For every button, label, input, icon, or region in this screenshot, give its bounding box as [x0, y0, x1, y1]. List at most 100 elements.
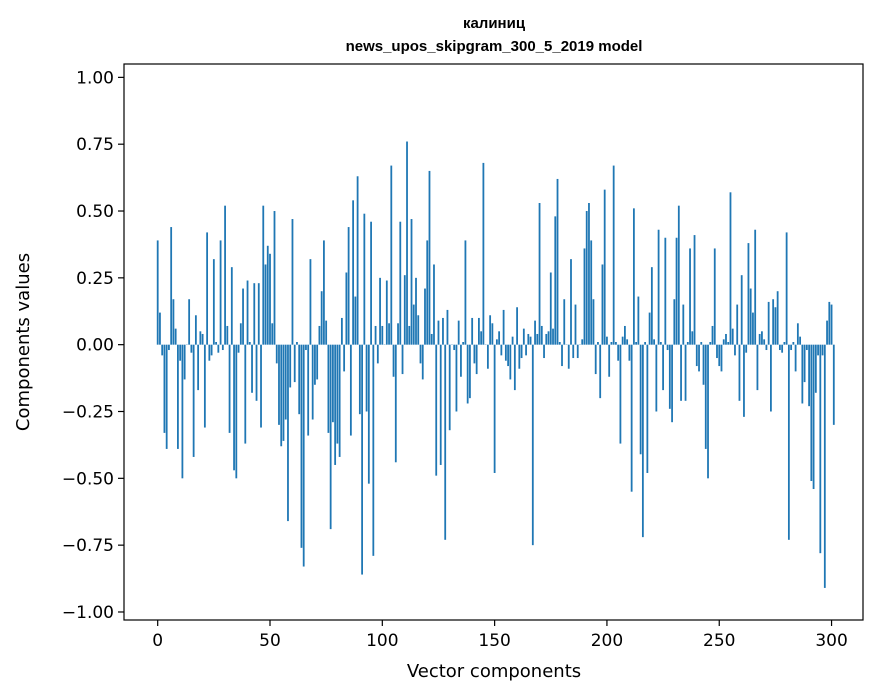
bar [203, 344, 206, 428]
y-tick-label: 1.00 [76, 68, 114, 88]
bar [832, 344, 835, 425]
bar [684, 344, 687, 401]
bar [597, 342, 599, 345]
bar [233, 344, 235, 471]
bar [334, 344, 337, 465]
bar [594, 344, 597, 375]
bar [601, 264, 604, 345]
bar [208, 344, 211, 361]
bar [408, 325, 411, 345]
bar [244, 344, 247, 444]
bar [275, 344, 278, 364]
y-tick-label: 0.25 [76, 269, 114, 289]
bar [814, 344, 817, 393]
bar [653, 339, 656, 345]
bar [713, 248, 716, 345]
bar [197, 344, 200, 391]
bar [181, 344, 184, 479]
bar [486, 344, 489, 369]
bar [242, 288, 244, 345]
bar [794, 344, 797, 372]
bar [561, 344, 563, 367]
bar [388, 323, 390, 345]
bar [475, 344, 478, 375]
bar [457, 320, 460, 345]
bar [345, 272, 348, 345]
bar [821, 344, 824, 356]
bar [662, 344, 664, 391]
bar [293, 344, 296, 383]
bar [567, 344, 570, 369]
bar [338, 344, 341, 457]
bar [264, 264, 267, 345]
bar [235, 344, 238, 479]
bar [415, 277, 417, 345]
bar [417, 315, 420, 345]
bar [260, 344, 262, 428]
bar [435, 344, 438, 476]
bar [271, 323, 274, 345]
bar [307, 344, 310, 436]
bar [547, 331, 550, 345]
bar [163, 344, 166, 433]
bar [311, 344, 314, 420]
bar [803, 344, 806, 383]
bar [385, 280, 388, 345]
bar [251, 344, 253, 393]
bar [376, 344, 379, 364]
bar [329, 344, 332, 530]
bar [340, 317, 343, 345]
bar [525, 344, 527, 356]
bar [536, 333, 539, 345]
bar [323, 240, 325, 345]
bar [624, 325, 626, 345]
bar [754, 229, 757, 345]
bar [280, 344, 283, 447]
bar [318, 325, 321, 345]
bar [410, 219, 413, 345]
bar [194, 315, 197, 345]
bar [507, 344, 509, 367]
bar [289, 344, 292, 388]
bar [363, 213, 366, 345]
bar [361, 344, 363, 575]
bar [758, 333, 761, 345]
bar [237, 344, 240, 353]
bar [309, 259, 312, 345]
bar [668, 344, 671, 409]
bar [787, 344, 790, 540]
bar [637, 296, 640, 345]
bar [729, 192, 732, 345]
bar [655, 344, 658, 412]
bar [545, 333, 548, 345]
bar [707, 344, 709, 479]
bar [495, 339, 498, 345]
bar [590, 240, 593, 345]
bar [509, 344, 512, 380]
bar [428, 170, 431, 345]
bar [646, 344, 649, 473]
bar [664, 237, 667, 345]
bar [219, 240, 222, 345]
bar [785, 232, 788, 345]
bar [549, 272, 552, 345]
y-tick-label: −0.50 [62, 469, 114, 489]
bar [446, 309, 449, 345]
y-tick-label: 0.75 [76, 135, 114, 155]
bar [736, 304, 739, 345]
bar [765, 344, 768, 351]
bar [325, 320, 328, 345]
bar [390, 165, 393, 345]
bar [826, 320, 828, 345]
bar [621, 336, 624, 345]
bar [287, 344, 289, 522]
bar [745, 344, 748, 353]
y-axis-ticks: 1.00 0.75 0.50 0.25 0.00 −0.25 −0.50 −0.75 −1.00 [62, 68, 124, 623]
x-axis-label: Vector components [407, 661, 581, 682]
bar [704, 344, 707, 449]
bar [639, 344, 642, 455]
bar [442, 317, 444, 345]
bar [298, 344, 301, 415]
bar [527, 333, 530, 345]
